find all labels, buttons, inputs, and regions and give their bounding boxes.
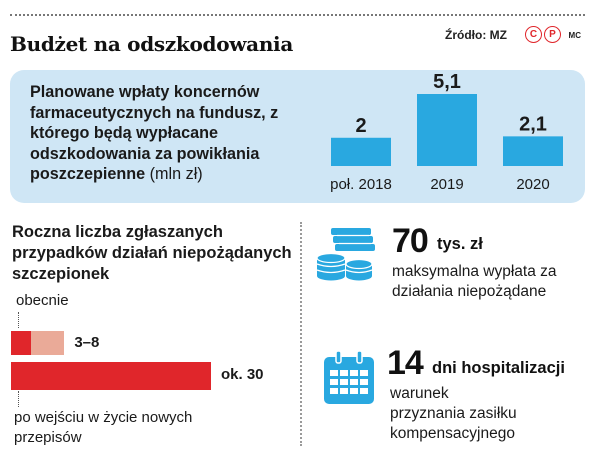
page-title: Budżet na odszkodowania [10, 32, 294, 56]
funding-unit: (mln zł) [149, 165, 203, 183]
funding-value-label-2: 2,1 [519, 113, 547, 135]
funding-bar-chart: 2 poł. 2018 5,1 2019 2,1 2020 [330, 71, 563, 193]
value-label-current: 3–8 [74, 334, 100, 351]
copyright-p-icon: P [544, 26, 561, 43]
coins-banknotes-icon [316, 228, 375, 281]
leader-line-current [18, 312, 19, 328]
fact-max-payout-unit: tys. zł [437, 235, 483, 253]
funding-panel [10, 70, 585, 203]
funding-description: Planowane wpłaty koncernów farmaceutyczn… [30, 82, 330, 185]
funding-bar-2 [503, 136, 563, 166]
fact-hospitalization-number: 14 [387, 344, 424, 382]
section-divider [300, 222, 302, 446]
funding-bar-1 [417, 94, 477, 166]
top-divider [10, 14, 585, 16]
funding-bar-0 [331, 137, 391, 166]
fact-max-payout-number: 70 [392, 222, 429, 260]
bar-current-min [11, 331, 31, 355]
calendar-icon [324, 350, 374, 404]
leader-line-after [18, 391, 19, 407]
funding-category-label-2: 2020 [516, 176, 549, 193]
value-label-after: ok. 30 [221, 366, 264, 383]
funding-value-label-0: 2 [355, 115, 366, 137]
label-current: obecnie [16, 292, 69, 309]
author-initials: MC [568, 31, 581, 40]
funding-category-label-1: 2019 [430, 176, 463, 193]
reports-chart-title: Roczna liczba zgłaszanych przypadków dzi… [12, 223, 292, 283]
funding-value-label-1: 5,1 [433, 71, 461, 93]
fact-hospitalization-unit: dni hospitalizacji [432, 359, 565, 377]
funding-description-text: Planowane wpłaty koncernów farmaceutyczn… [30, 83, 279, 183]
fact-max-payout-description: maksymalna wypłata za działania niepożąd… [392, 263, 557, 300]
funding-category-label-0: poł. 2018 [330, 176, 392, 193]
source-label: Źródło: MZ [445, 28, 507, 42]
copyright-c-icon: C [525, 26, 542, 43]
fact-hospitalization-description: warunek przyznania zasiłku kompensacyjne… [390, 385, 517, 442]
copyright-marks: C P [525, 26, 561, 43]
label-after-reform: po wejściu w życie nowych przepisów [14, 409, 193, 446]
bar-after-reform [11, 362, 211, 390]
